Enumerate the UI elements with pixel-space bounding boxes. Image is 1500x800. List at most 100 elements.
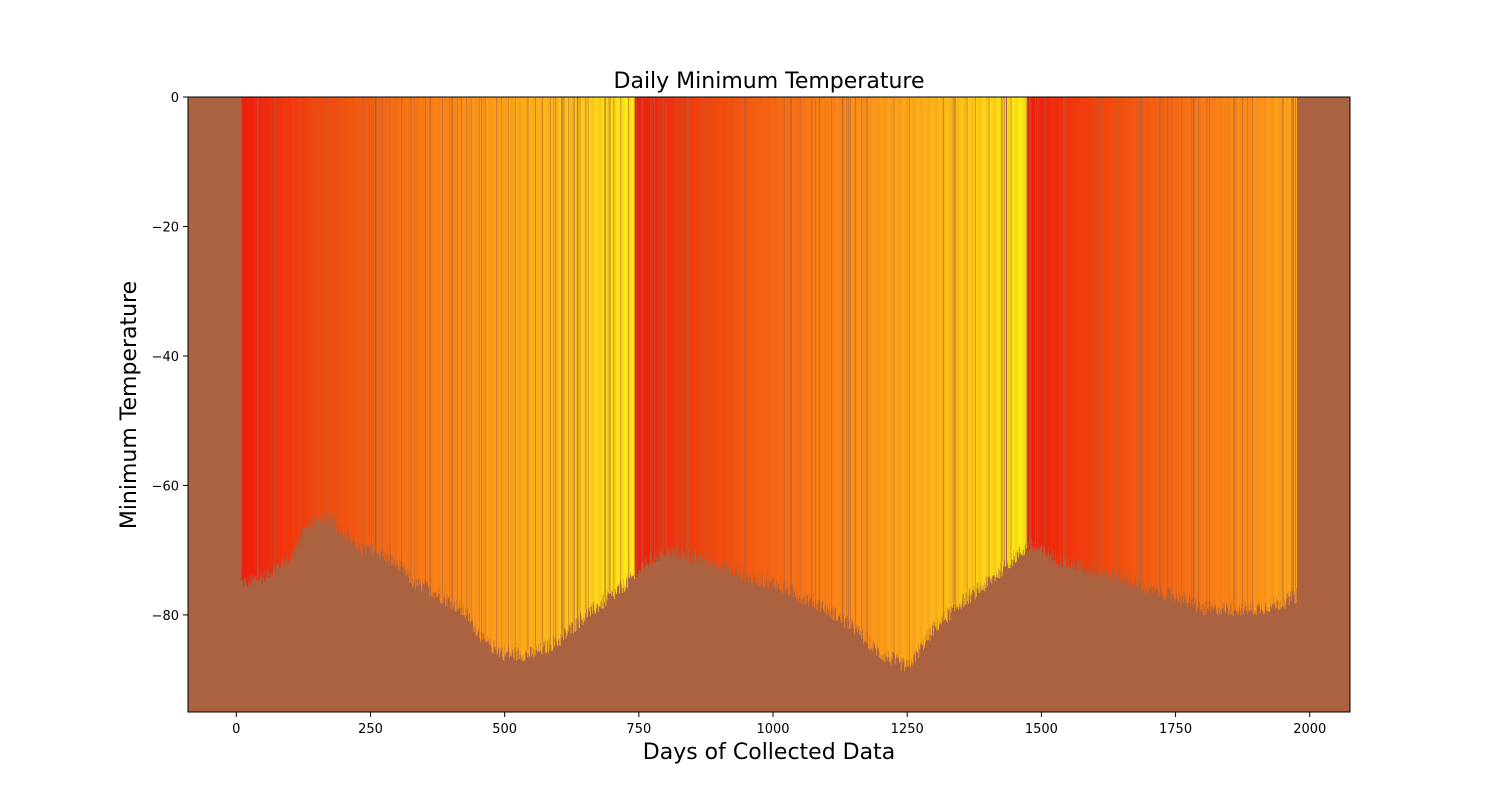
bar-day-690 [606,97,608,601]
bar-day-1222 [892,97,893,653]
bar-day-97 [288,97,290,561]
bar-day-995 [770,97,772,584]
bar-day-152 [317,97,319,521]
bar-day-215 [351,97,353,543]
bar-day-1873 [1241,97,1243,604]
bar-day-478 [492,97,494,640]
bar-day-1278 [922,97,923,645]
bar-day-749 [638,97,639,567]
bar-day-790 [660,97,661,553]
bar-day-1458 [1018,97,1020,547]
bar-day-805 [668,97,670,548]
bar-day-381 [440,97,442,603]
bar-day-214 [351,97,352,543]
x-tick-label: 1000 [756,722,789,737]
bar-day-991 [768,97,769,590]
bar-day-793 [661,97,663,552]
bar-day-850 [692,97,694,555]
bar-day-1030 [789,97,790,597]
bar-day-1154 [855,97,857,629]
bar-day-1369 [971,97,972,592]
bar-day-789 [659,97,661,548]
bar-day-1912 [1262,97,1264,612]
bar-day-702 [613,97,614,597]
bar-day-953 [747,97,749,579]
bar-day-491 [499,97,501,649]
bar-day-561 [537,97,539,653]
bar-day-1958 [1287,97,1288,594]
bar-day-202 [344,97,346,537]
bar-day-1118 [836,97,838,621]
bar-day-1715 [1156,97,1158,590]
bar-day-723 [624,97,626,592]
bar-day-1275 [920,97,922,645]
bar-day-199 [343,97,344,538]
bar-day-1702 [1149,97,1151,583]
bar-day-858 [696,97,698,560]
bar-day-1520 [1052,97,1053,550]
bar-day-547 [529,97,531,647]
bar-day-331 [413,97,415,577]
bar-day-1494 [1038,97,1039,549]
bar-day-1404 [989,97,991,582]
bar-day-582 [548,97,550,650]
bar-day-1869 [1239,97,1241,606]
bar-day-922 [731,97,732,569]
bar-day-1308 [938,97,940,631]
bar-day-319 [407,97,409,576]
bar-day-1435 [1006,97,1008,561]
bar-day-1678 [1136,97,1138,580]
bar-day-29 [251,97,253,576]
bar-day-432 [468,97,469,622]
bar-day-983 [763,97,765,588]
bar-day-949 [745,97,747,576]
bar-day-530 [520,97,522,660]
bar-day-1748 [1174,97,1176,602]
bar-day-1346 [958,97,960,607]
bar-day-862 [698,97,700,551]
bar-day-1569 [1078,97,1080,560]
bar-day-1254 [909,97,911,659]
bar-day-594 [555,97,556,639]
bar-day-1268 [916,97,918,652]
bar-day-1525 [1054,97,1056,551]
bar-day-1397 [986,97,987,576]
bar-day-1902 [1257,97,1258,606]
bar-day-1653 [1123,97,1125,578]
bar-day-1304 [936,97,937,630]
bar-day-255 [373,97,374,552]
bar-day-1874 [1242,97,1243,602]
bar-day-238 [364,97,365,544]
bar-day-974 [759,97,760,586]
bar-day-468 [487,97,489,643]
bar-day-357 [427,97,429,588]
bar-day-1430 [1003,97,1005,561]
bar-day-1166 [862,97,863,630]
bar-day-1328 [949,97,950,609]
bar-day-706 [615,97,616,590]
bar-day-101 [290,97,292,559]
bar-day-930 [735,97,737,569]
bar-day-212 [350,97,351,532]
bar-day-1841 [1224,97,1226,603]
bar-day-1261 [913,97,914,652]
bar-day-705 [614,97,616,589]
bar-day-1340 [955,97,957,605]
bar-day-286 [389,97,391,555]
bar-day-1224 [893,97,894,653]
bar-day-1620 [1105,97,1107,568]
bar-day-742 [634,97,636,577]
bar-day-1852 [1230,97,1231,605]
bar-day-626 [572,97,573,623]
bar-day-646 [583,97,584,618]
bar-day-1594 [1091,97,1093,570]
bar-day-1449 [1014,97,1015,556]
bar-day-89 [284,97,285,560]
bar-day-1388 [981,97,982,591]
bar-day-446 [475,97,477,637]
bar-day-1603 [1096,97,1098,569]
bar-day-164 [324,97,326,522]
bar-day-1209 [885,97,886,656]
